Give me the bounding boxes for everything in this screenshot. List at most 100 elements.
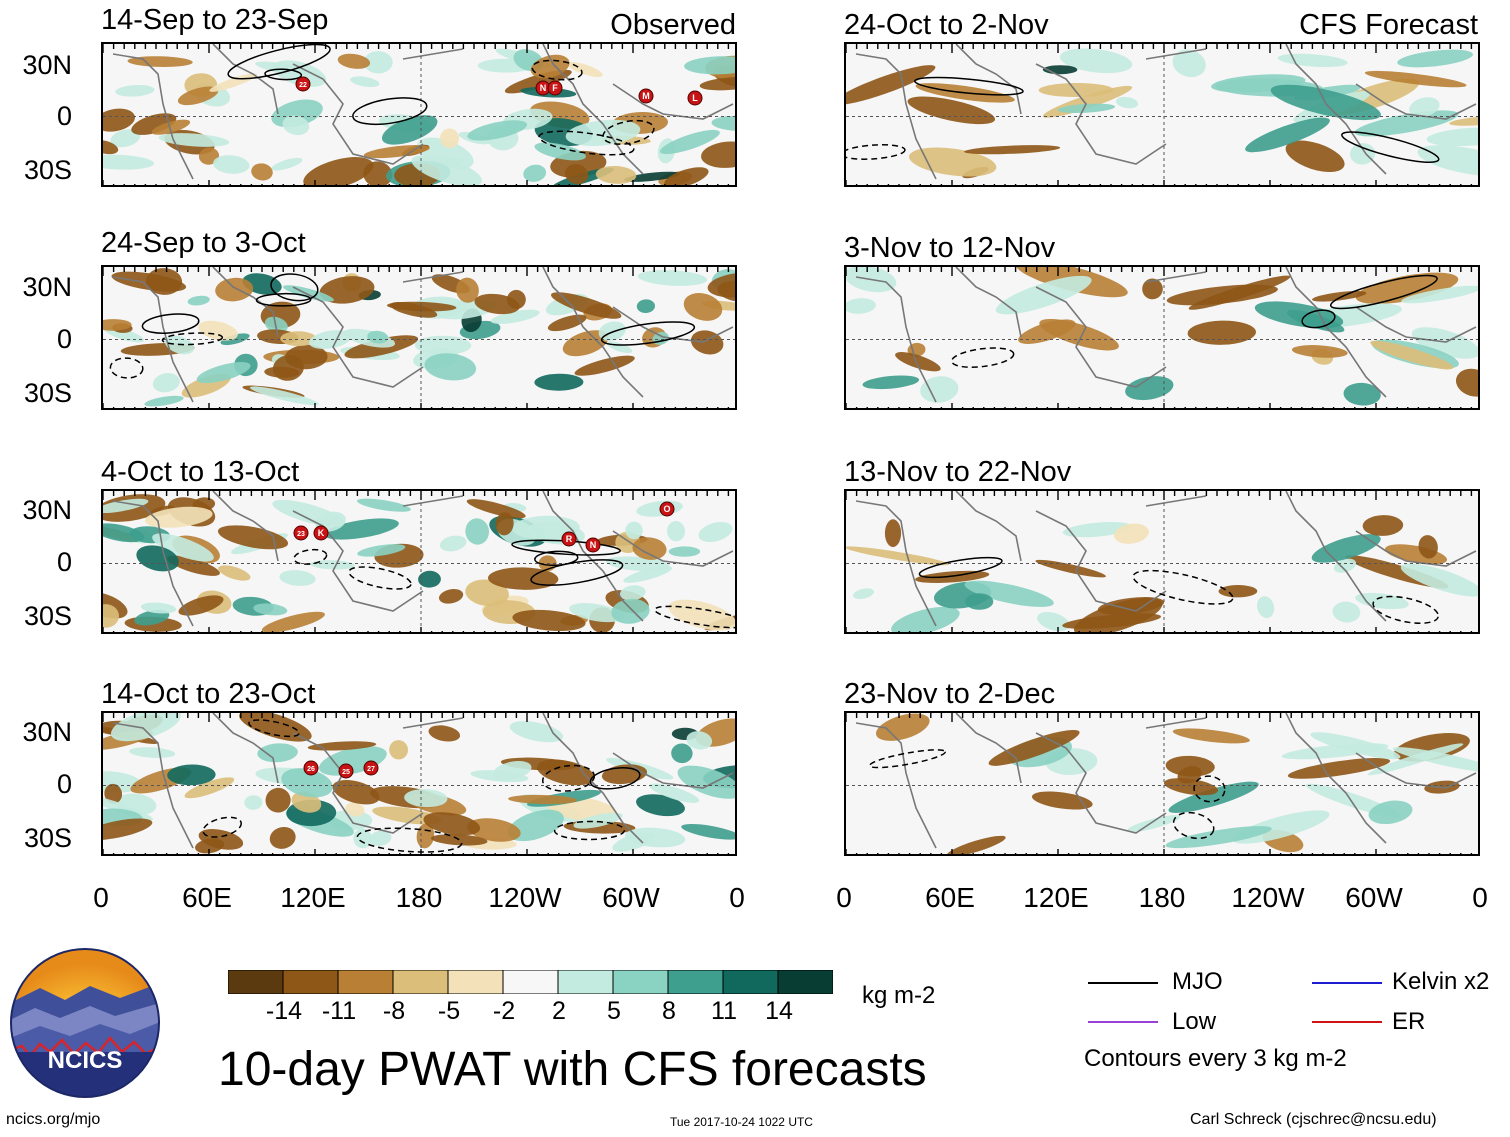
map-panel-forecast-1 (844, 42, 1480, 187)
pwat-anomaly-shade (684, 56, 735, 75)
pwat-anomaly-shade (251, 163, 273, 181)
pwat-anomaly-shade (1409, 97, 1440, 117)
storm-marker: K (313, 525, 329, 541)
pwat-anomaly-shade (509, 721, 564, 743)
mjo-contour (202, 816, 242, 838)
pwat-anomaly-shade (103, 108, 135, 132)
storm-marker-label: 27 (367, 766, 375, 773)
lon-label-left-360: 0 (729, 882, 745, 913)
legend-line-kelvin (1312, 982, 1382, 984)
mjo-contour (950, 347, 1015, 368)
pwat-anomaly-shade (920, 376, 959, 403)
lon-label-right-60e: 60E (925, 882, 975, 913)
pwat-anomaly-shade (564, 164, 589, 185)
lat-label-eq: 0 (56, 324, 72, 354)
mjo-contour (541, 764, 596, 792)
lat-label-30n: 30N (22, 495, 72, 525)
pwat-anomaly-shade (1417, 145, 1478, 177)
pwat-anomaly-shade (271, 157, 303, 171)
pwat-anomaly-shade (534, 373, 584, 391)
colorbar-swatch (502, 969, 559, 995)
pwat-anomaly-shade (551, 292, 622, 319)
mjo-contour (1329, 274, 1438, 310)
pwat-anomaly-shade (466, 499, 526, 519)
mjo-contour (538, 130, 635, 156)
mjo-contour (1172, 811, 1215, 840)
pwat-anomaly-shade (964, 580, 1054, 607)
pwat-anomaly-shade (490, 309, 540, 324)
map-panel-observed-1: 22 N F M L (101, 42, 737, 187)
storm-marker-icon (687, 90, 703, 106)
coastline (292, 63, 424, 165)
pwat-anomaly-shade (637, 270, 708, 286)
pwat-anomaly-shade (178, 595, 224, 616)
pwat-anomaly-shade (110, 129, 141, 148)
pwat-anomaly-shade (103, 771, 142, 793)
coastline (955, 713, 1022, 784)
pwat-anomaly-shade (625, 521, 643, 540)
colorbar-swatch (777, 969, 834, 995)
pwat-anomaly-shade (681, 823, 735, 840)
pwat-anomaly-shade (895, 352, 941, 372)
coastline (542, 491, 644, 622)
pwat-anomaly-shade (1165, 826, 1272, 849)
pwat-anomaly-shade (664, 167, 709, 185)
pwat-anomaly-shade (562, 330, 609, 357)
lat-label-30s: 30S (23, 378, 72, 408)
pwat-anomaly-shade (423, 812, 481, 836)
pwat-anomaly-shade (698, 521, 733, 543)
pwat-anomaly-shade (701, 141, 735, 168)
coastline (855, 500, 937, 627)
coastline (955, 491, 1022, 562)
pwat-anomaly-shade (1257, 596, 1275, 619)
footer-author[interactable]: Carl Schreck (cjschrec@ncsu.edu) (1190, 1111, 1437, 1128)
mjo-contour (530, 559, 624, 586)
storm-marker: O (659, 501, 675, 517)
mjo-contour (109, 357, 144, 379)
coastline (1145, 271, 1207, 283)
pwat-anomaly-shade (196, 362, 251, 384)
pwat-anomaly-shade (1426, 127, 1478, 147)
pwat-anomaly-shade (988, 729, 1080, 766)
forecast-label: CFS Forecast (1299, 9, 1478, 41)
pwat-anomaly-shade (356, 498, 411, 512)
pwat-anomaly-shade (363, 161, 393, 185)
pwat-anomaly-shade (671, 743, 693, 764)
lat-label-30n: 30N (22, 272, 72, 302)
colorbar-tick: -14 (265, 997, 303, 1025)
pwat-anomaly-shade (474, 293, 520, 315)
pwat-anomaly-shade (308, 330, 352, 350)
pwat-anomaly-shade (569, 603, 624, 623)
footer-url[interactable]: ncics.org/mjo (6, 1111, 101, 1128)
lat-label-eq: 0 (56, 101, 72, 131)
colorbar-swatch (447, 969, 504, 995)
panel-title-obs-3: 4-Oct to 13-Oct (101, 456, 300, 488)
pwat-anomaly-shade (534, 142, 586, 161)
pwat-anomaly-shade (1367, 743, 1464, 776)
pwat-anomaly-shade (212, 155, 250, 174)
pwat-anomaly-shade (1355, 592, 1409, 610)
colorbar-swatch (557, 969, 614, 995)
pwat-anomaly-shade (389, 740, 409, 760)
pwat-anomaly-shade (1168, 781, 1259, 813)
pwat-anomaly-shade (1400, 563, 1478, 597)
storm-marker: M (638, 88, 654, 104)
pwat-anomaly-shade (136, 545, 179, 572)
map-panel-observed-4: 26 25 27 (101, 711, 737, 856)
pwat-anomaly-shade (862, 375, 920, 390)
coastline (612, 530, 734, 567)
coastline (855, 722, 937, 849)
mjo-contour (531, 59, 583, 81)
pwat-anomaly-shade (1362, 515, 1404, 536)
pwat-anomaly-shade (249, 386, 320, 406)
pwat-anomaly-shade (217, 525, 289, 550)
storm-marker-label: R (566, 534, 573, 544)
mjo-contour (534, 550, 579, 567)
pwat-anomaly-shade (145, 506, 213, 528)
pwat-anomaly-shade (404, 789, 448, 808)
pwat-anomaly-shade (1349, 143, 1376, 165)
pwat-anomaly-shade (145, 268, 183, 295)
coastline (112, 276, 194, 403)
pwat-anomaly-shade (508, 794, 578, 805)
storm-marker-icon (363, 760, 379, 776)
